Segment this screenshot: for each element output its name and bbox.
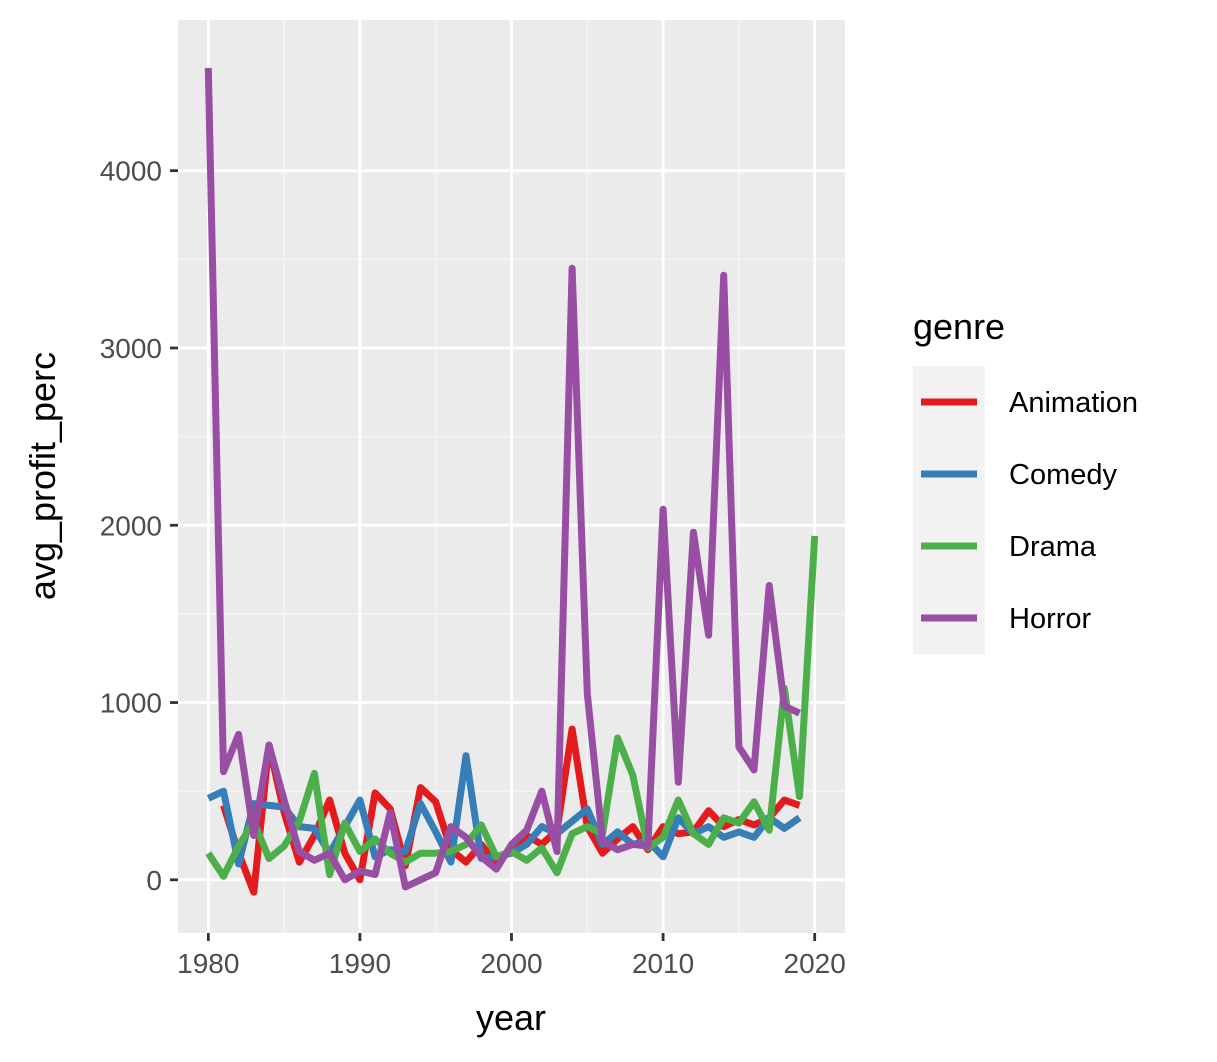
x-tick-label: 2020 (784, 948, 846, 979)
legend-key-background (913, 366, 985, 654)
y-axis-title: avg_profit_perc (22, 352, 63, 600)
legend-label-drama: Drama (1009, 531, 1097, 563)
y-tick-label: 2000 (100, 510, 162, 541)
plot-panel (178, 20, 845, 933)
x-tick-label: 2000 (480, 948, 542, 979)
legend-title: genre (913, 306, 1005, 347)
y-tick-label: 0 (146, 865, 162, 896)
legend-label-animation: Animation (1009, 387, 1138, 419)
legend-label-comedy: Comedy (1009, 459, 1117, 491)
x-axis-title: year (476, 997, 546, 1038)
series-line-drama (205, 535, 819, 880)
y-tick-label: 4000 (100, 156, 162, 187)
y-tick-label: 3000 (100, 333, 162, 364)
legend-label-horror: Horror (1009, 603, 1092, 635)
x-tick-label: 1980 (177, 948, 239, 979)
series-line-horror (204, 67, 801, 891)
x-axis: 1980 1990 2000 2010 2020 (177, 933, 846, 979)
y-tick-label: 1000 (100, 688, 162, 719)
x-tick-label: 1990 (329, 948, 391, 979)
x-tick-label: 2010 (632, 948, 694, 979)
y-axis: 0 1000 2000 3000 4000 (100, 156, 178, 896)
legend: genre Animation Comedy Drama Horror (913, 306, 1138, 654)
